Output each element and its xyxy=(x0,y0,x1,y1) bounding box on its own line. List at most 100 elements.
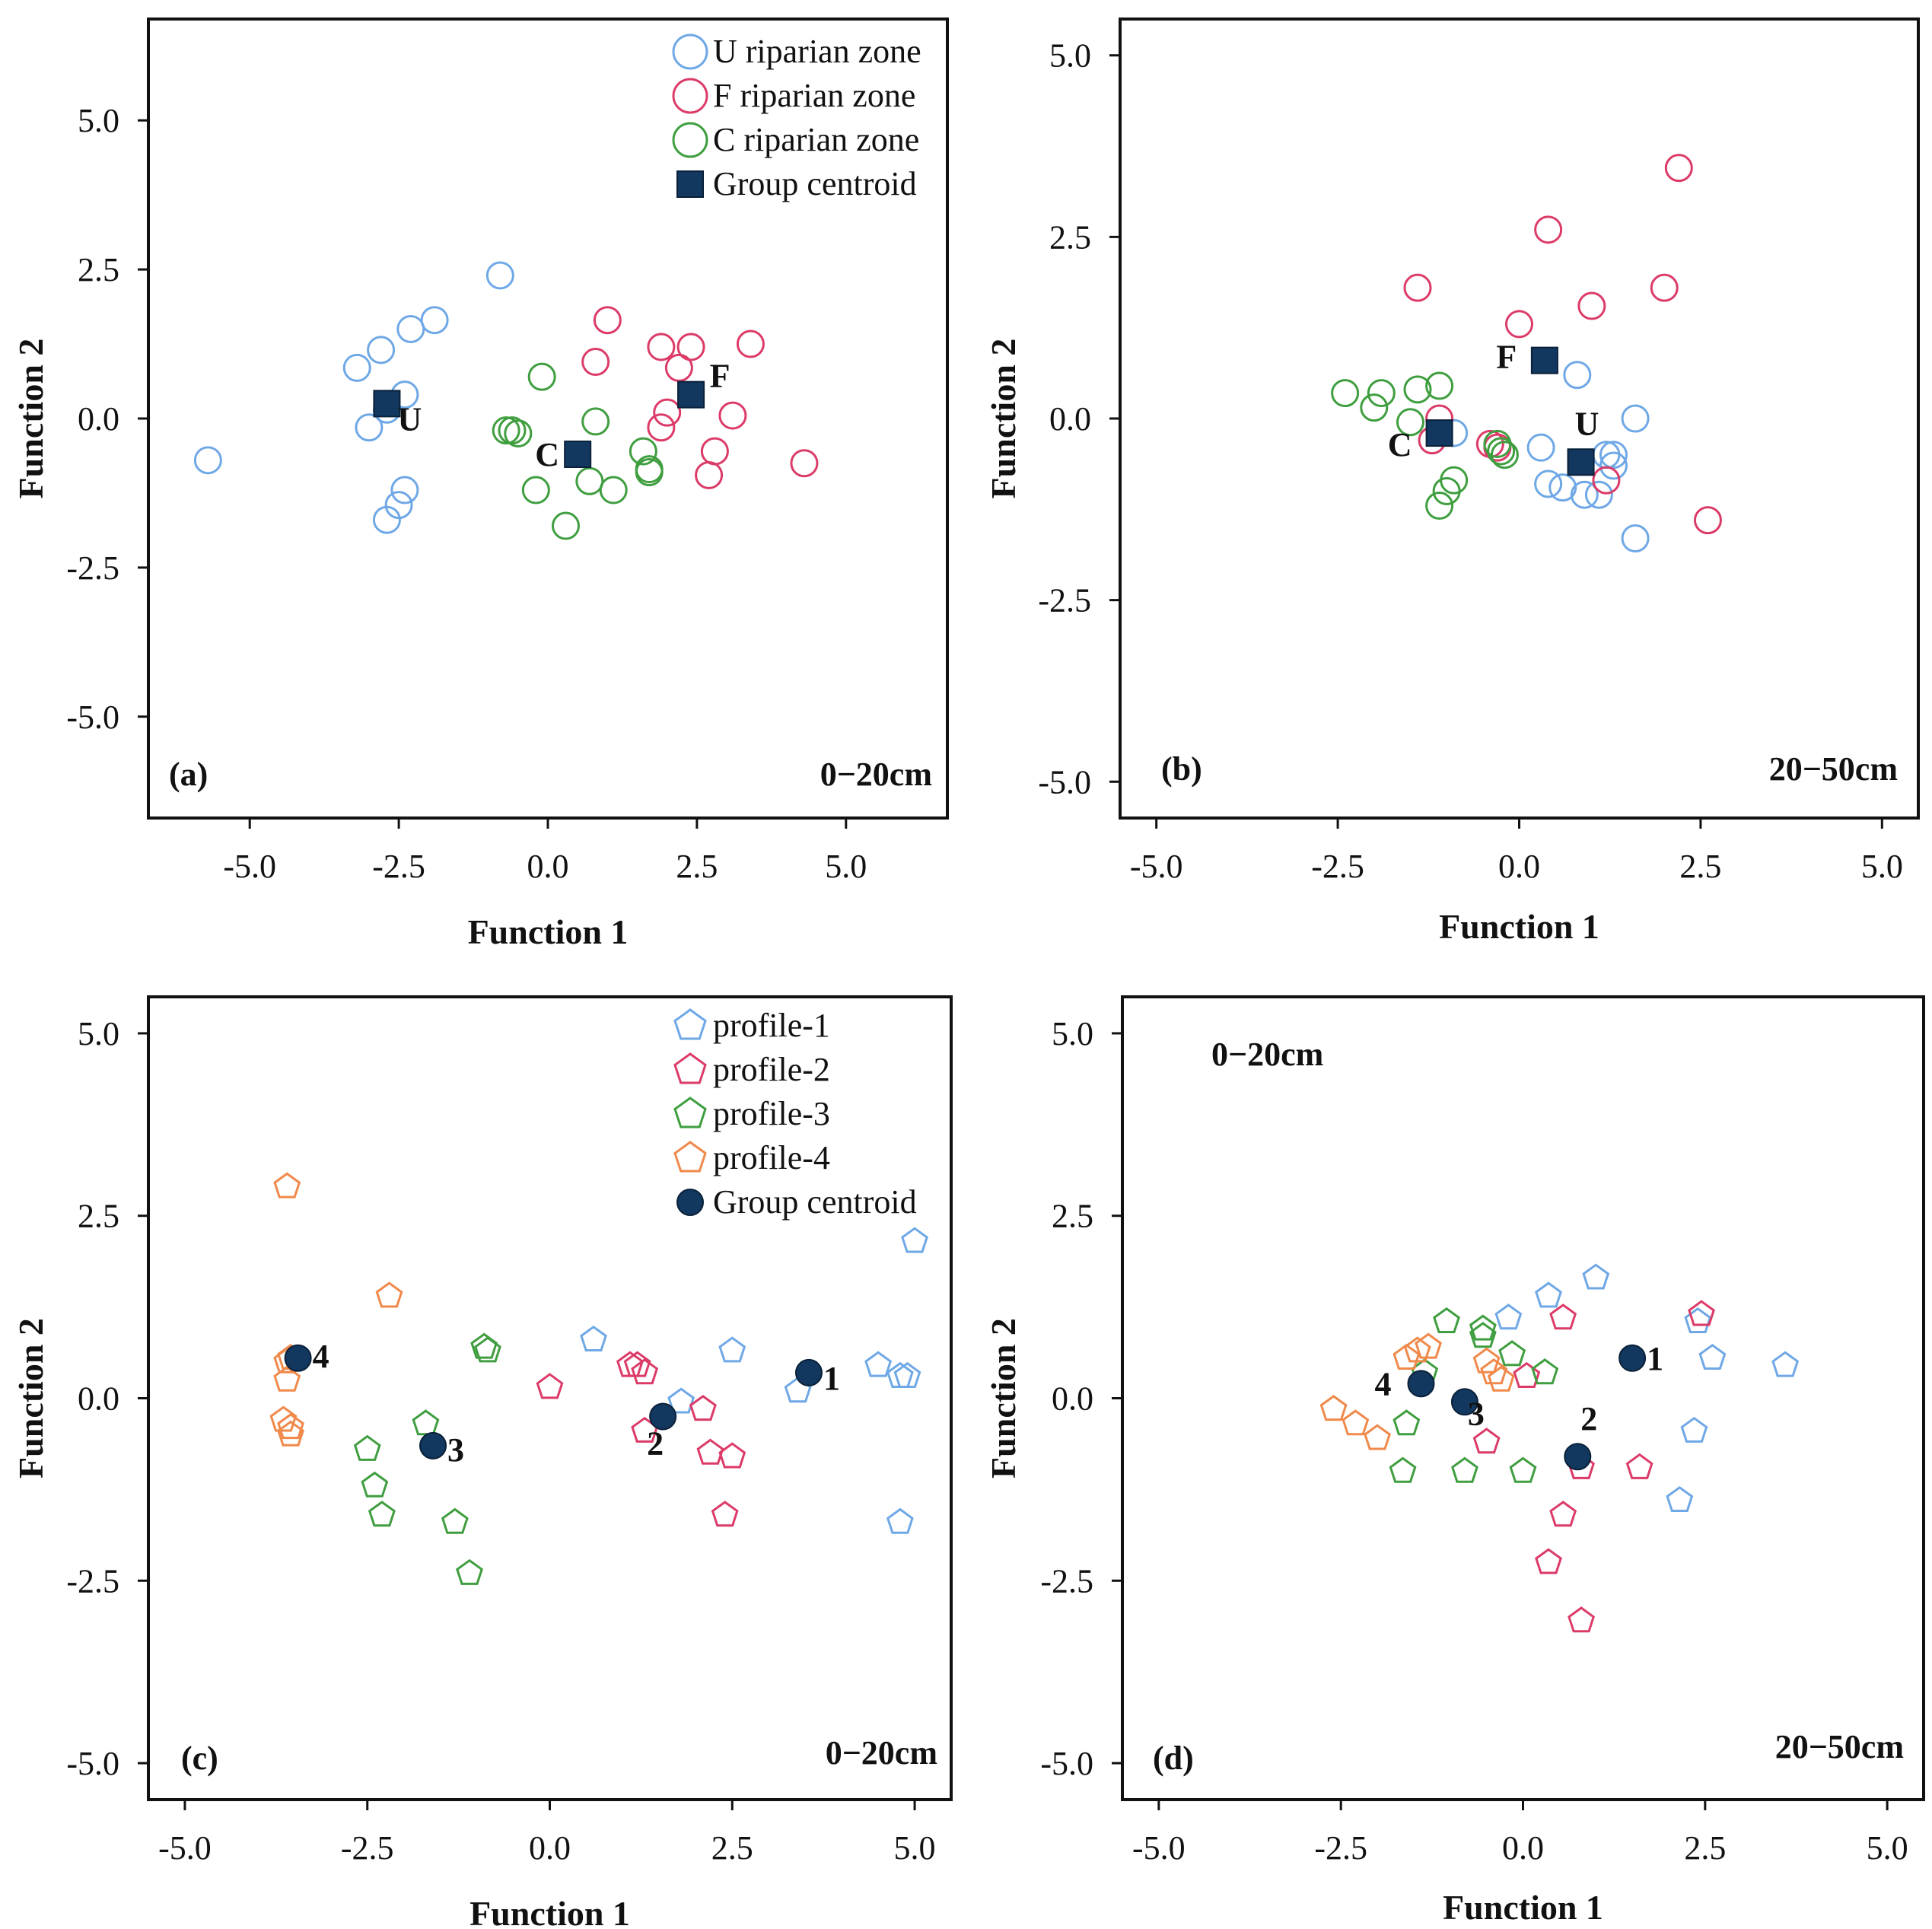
data-point xyxy=(653,398,682,427)
data-point xyxy=(193,446,222,475)
panel-label: (a) xyxy=(169,756,208,793)
data-point xyxy=(1625,1453,1653,1479)
x-tick-label: 5.0 xyxy=(1867,1829,1908,1867)
data-point xyxy=(269,1405,298,1432)
data-point xyxy=(580,1325,607,1351)
centroid-marker xyxy=(373,390,401,418)
centroid-label: F xyxy=(710,358,730,395)
x-tick-label: -5.0 xyxy=(1132,1829,1186,1867)
centroid-marker xyxy=(564,441,592,469)
data-point xyxy=(1331,379,1360,408)
y-tick-label: 2.5 xyxy=(78,251,119,288)
centroid-label: 2 xyxy=(647,1424,664,1462)
panel-a: -5.0 -2.5 0.0 2.5 5.0 5.0 2.5 0.0 -2.5 -5.0 Functi… xyxy=(11,18,949,951)
y-axis-title: Function 2 xyxy=(984,339,1023,499)
panel-d: -5.0 -2.5 0.0 2.5 5.0 5.0 2.5 0.0 -2.5 -5.0 Functi… xyxy=(984,995,1925,1927)
data-point xyxy=(277,1420,304,1447)
x-tick-label: 5.0 xyxy=(1861,848,1903,885)
centroid-marker xyxy=(1407,1370,1435,1398)
data-point xyxy=(1535,1548,1562,1574)
data-point xyxy=(581,407,610,436)
x-tick-label: -2.5 xyxy=(1311,848,1364,885)
data-point xyxy=(367,336,396,364)
data-point xyxy=(1592,466,1621,495)
data-point xyxy=(711,1501,739,1527)
x-tick-label: 2.5 xyxy=(1684,1829,1726,1867)
data-point xyxy=(1549,1304,1577,1330)
plot-frame xyxy=(147,18,949,820)
x-tick-label: 5.0 xyxy=(894,1829,936,1867)
data-point xyxy=(1396,408,1424,437)
data-point xyxy=(273,1365,301,1392)
plot-frame xyxy=(1121,995,1925,1801)
data-point xyxy=(1698,1343,1727,1370)
data-point xyxy=(1469,1322,1497,1348)
data-point xyxy=(1680,1416,1708,1443)
panel-label: (c) xyxy=(181,1740,218,1777)
y-tick-label: -5.0 xyxy=(66,1745,119,1782)
data-point xyxy=(372,505,401,534)
x-tick-label: 0.0 xyxy=(1502,1829,1544,1867)
data-point xyxy=(527,362,556,391)
legend-marker xyxy=(672,33,708,70)
data-point xyxy=(696,1438,724,1465)
series-profile-3 xyxy=(1389,1307,1559,1483)
data-point xyxy=(1505,310,1533,339)
centroid-label: F xyxy=(1496,339,1517,376)
centroid-marker xyxy=(284,1344,312,1372)
series-group-centroid: F C U xyxy=(1388,339,1599,476)
legend-marker xyxy=(673,1008,707,1040)
centroid-label: 3 xyxy=(447,1431,464,1469)
data-point xyxy=(456,1558,483,1585)
legend: U riparian zone F riparian zone C riparian… xyxy=(672,33,921,202)
x-tick-label: -2.5 xyxy=(372,848,425,885)
data-point xyxy=(1487,1365,1515,1392)
data-point xyxy=(536,1373,564,1399)
centroid-marker xyxy=(649,1402,677,1431)
x-tick-label: -2.5 xyxy=(341,1829,394,1867)
data-point xyxy=(1771,1351,1800,1377)
legend-entry: profile-4 xyxy=(713,1139,830,1176)
data-point xyxy=(1534,470,1563,498)
data-point xyxy=(1621,524,1650,552)
data-point xyxy=(1342,1409,1370,1436)
data-point xyxy=(390,476,419,505)
x-axis-title: Function 1 xyxy=(469,1894,630,1929)
y-tick-label: 2.5 xyxy=(1052,1198,1093,1235)
legend-entry: Group centroid xyxy=(713,1183,917,1221)
data-point xyxy=(1364,1424,1391,1450)
depth-label: 20−50cm xyxy=(1775,1728,1904,1765)
data-point xyxy=(667,1387,695,1414)
legend-entry: Group centroid xyxy=(713,165,917,202)
data-point xyxy=(718,1442,746,1469)
data-point xyxy=(647,333,676,361)
data-point xyxy=(1360,393,1389,422)
data-point xyxy=(631,1358,659,1385)
centroid-label: U xyxy=(398,400,422,438)
legend-entry: profile-1 xyxy=(713,1007,830,1044)
data-point xyxy=(1403,375,1432,404)
y-axis-title: Function 2 xyxy=(984,1318,1023,1479)
data-point xyxy=(1472,1347,1501,1374)
data-point xyxy=(1494,1304,1523,1330)
data-point xyxy=(790,449,819,478)
data-point xyxy=(676,333,705,361)
data-point xyxy=(1664,154,1693,183)
centroid-marker xyxy=(1564,1443,1592,1471)
series-c-riparian-zone xyxy=(1331,371,1519,520)
series-u-riparian-zone xyxy=(1440,361,1650,552)
y-tick-label: 5.0 xyxy=(1052,1015,1093,1052)
legend-entry: C riparian zone xyxy=(713,121,919,158)
x-tick-label: 5.0 xyxy=(825,848,867,885)
data-point xyxy=(864,1351,893,1377)
data-point xyxy=(1487,437,1516,466)
legend-entry: F riparian zone xyxy=(713,77,915,114)
data-point xyxy=(498,416,527,445)
data-point xyxy=(1688,1300,1715,1326)
depth-label: 0−20cm xyxy=(820,756,932,793)
y-tick-label: 5.0 xyxy=(78,102,119,139)
data-point xyxy=(1563,361,1592,390)
data-point xyxy=(1599,441,1628,470)
data-point xyxy=(485,261,514,290)
